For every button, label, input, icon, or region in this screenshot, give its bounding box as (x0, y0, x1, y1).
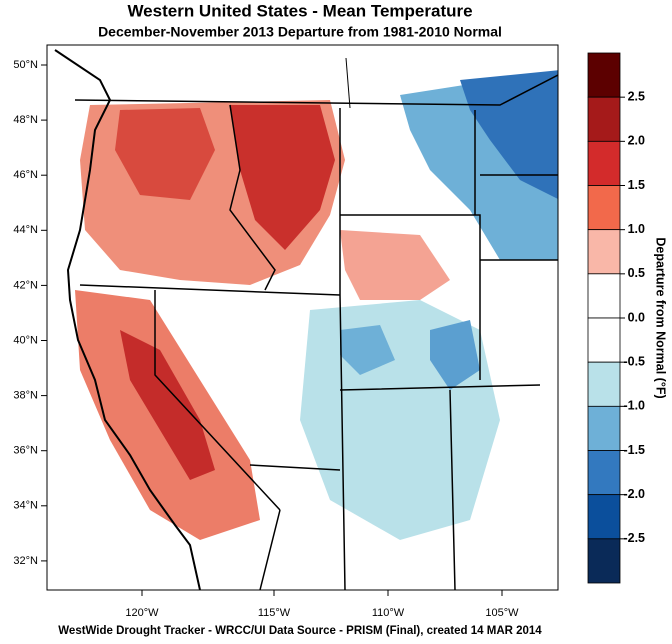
warm-region (340, 230, 450, 300)
colorbar-bin (587, 273, 621, 319)
lon-label: 110°W (372, 607, 405, 619)
lat-label: 36°N (13, 445, 38, 457)
lon-label: 115°W (258, 607, 291, 619)
lat-label: 40°N (13, 334, 38, 346)
lat-label: 44°N (13, 224, 38, 236)
subtitle: December-November 2013 Departure from 19… (98, 24, 502, 40)
state-line (229, 104, 276, 291)
colorbar-label: 2.0 (628, 134, 645, 148)
state-line (339, 108, 346, 590)
colorbar-bin (587, 185, 621, 231)
lat-label: 48°N (13, 114, 38, 126)
colorbar-bin (587, 140, 621, 186)
lat-label: 32°N (13, 555, 38, 567)
border (74, 74, 558, 106)
footer: WestWide Drought Tracker - WRCC/UI Data … (58, 625, 542, 637)
state-line (154, 290, 281, 511)
warm-core (120, 330, 215, 480)
lat-axis: 50°N 48°N 46°N 44°N 42°N 40°N 38°N 36°N 34°N 32°N (13, 59, 47, 567)
colorbar-label: -0.5 (623, 354, 645, 368)
colorbar-title: Departure from Normal (°F) (654, 237, 668, 398)
lat-label: 50°N (13, 59, 38, 71)
colorbar-bin (587, 361, 621, 407)
lat-label: 34°N (13, 500, 38, 512)
colorbar-bin (587, 538, 621, 584)
colorbar-label: -1.0 (623, 399, 645, 413)
colorbar-label: -2.0 (623, 487, 645, 501)
cool-core (430, 320, 480, 390)
lon-label: 120°W (125, 607, 159, 619)
title: Western United States - Mean Temperature (127, 1, 472, 20)
colorbar-label: 1.0 (628, 222, 645, 236)
warm-core (115, 108, 215, 200)
colorbar-label: 2.5 (628, 89, 645, 103)
state-line (79, 284, 341, 296)
colorbar-bin (587, 405, 621, 451)
colorbar-label: -1.5 (623, 443, 645, 457)
state-line (249, 110, 558, 590)
colorbar: 2.5 2.0 1.5 1.0 0.5 0.0 -0.5 -1.0 -1.5 -2.0 -2.5 (587, 52, 645, 584)
coastline (54, 49, 201, 590)
colorbar-label: 1.5 (628, 178, 645, 192)
colorbar-bin (587, 229, 621, 275)
border (345, 57, 351, 109)
lon-label: 105°W (485, 607, 519, 619)
cool-core (340, 325, 395, 375)
lon-axis: 120°W 115°W 110°W 105°W (125, 590, 519, 619)
map-frame (46, 44, 559, 591)
colorbar-bin (587, 450, 621, 496)
warm-core (230, 105, 335, 250)
colorbar-bin (587, 317, 621, 363)
colorbar-label: 0.5 (628, 266, 645, 280)
map-area (46, 44, 559, 591)
lat-label: 42°N (13, 279, 38, 291)
colorbar-bin (587, 494, 621, 540)
colorbar-bin (587, 96, 621, 142)
colorbar-label: -2.5 (623, 531, 645, 545)
cool-core (460, 70, 558, 199)
colorbar-label: 0.0 (628, 310, 645, 324)
colorbar-bin (587, 52, 621, 98)
lat-label: 38°N (13, 390, 38, 402)
lat-label: 46°N (13, 169, 38, 181)
